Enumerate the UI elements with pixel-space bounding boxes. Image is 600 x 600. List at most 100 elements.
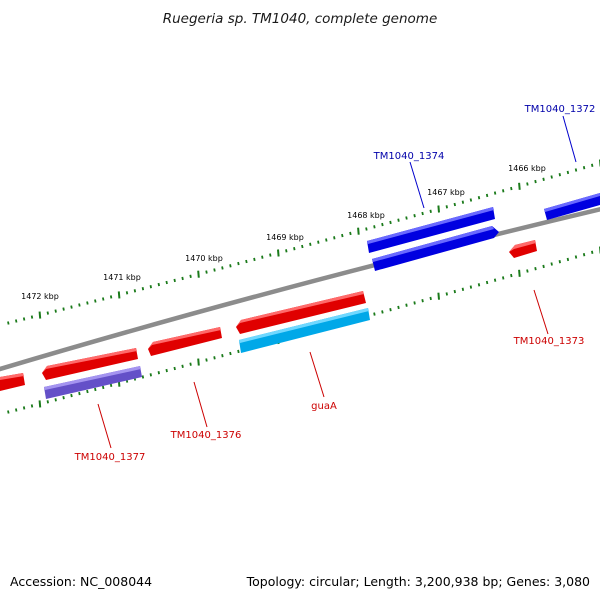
minor-tick xyxy=(558,173,561,177)
minor-tick xyxy=(485,193,489,198)
minor-tick xyxy=(213,268,216,272)
minor-tick xyxy=(269,253,272,257)
minor-tick xyxy=(349,231,352,236)
gene-TM1040_1372[interactable] xyxy=(544,193,600,220)
minor-tick xyxy=(301,244,304,249)
minor-tick xyxy=(78,391,81,396)
tick-label-1469: 1469 kbp xyxy=(266,233,304,242)
gene-TM1040_1374-cds[interactable] xyxy=(372,226,499,271)
minor-tick xyxy=(405,303,408,307)
minor-tick xyxy=(94,299,97,303)
minor-tick xyxy=(229,351,232,356)
major-tick xyxy=(197,358,200,366)
minor-tick xyxy=(453,289,456,294)
minor-tick xyxy=(510,273,513,278)
minor-tick xyxy=(221,354,224,358)
minor-tick xyxy=(173,366,176,371)
minor-tick xyxy=(229,264,232,268)
minor-tick xyxy=(30,404,34,408)
minor-tick xyxy=(245,259,248,264)
minor-tick xyxy=(22,406,26,410)
minor-tick xyxy=(149,373,152,377)
minor-tick xyxy=(141,287,145,291)
label-TM1040_1373[interactable]: TM1040_1373 xyxy=(513,336,585,347)
minor-tick xyxy=(15,408,18,412)
label-guaA[interactable]: guaA xyxy=(311,401,337,412)
minor-tick xyxy=(173,278,176,283)
minor-tick xyxy=(381,222,384,227)
minor-tick xyxy=(445,292,448,296)
minor-tick xyxy=(181,364,184,368)
leader-TM1040_1372 xyxy=(562,115,577,163)
minor-tick xyxy=(102,297,105,301)
minor-tick xyxy=(7,321,10,325)
minor-tick xyxy=(373,225,376,229)
minor-tick xyxy=(550,175,553,179)
minor-tick xyxy=(94,387,97,392)
minor-tick xyxy=(534,179,537,184)
label-TM1040_1377[interactable]: TM1040_1377 xyxy=(74,452,146,463)
minor-tick xyxy=(86,389,89,394)
label-TM1040_1372[interactable]: TM1040_1372 xyxy=(524,104,596,115)
gene-TM1040_1377-cds[interactable] xyxy=(44,366,142,399)
minor-tick xyxy=(30,315,34,319)
minor-tick xyxy=(317,240,320,244)
minor-tick xyxy=(421,299,424,303)
minor-tick xyxy=(558,260,561,264)
minor-tick xyxy=(381,310,384,314)
major-tick xyxy=(38,311,42,319)
major-tick xyxy=(518,182,521,190)
minor-tick xyxy=(469,285,473,289)
gene-TM1040_1374[interactable] xyxy=(367,207,495,253)
minor-tick xyxy=(453,202,456,207)
gene-TM1040_1373[interactable] xyxy=(509,240,537,258)
minor-tick xyxy=(86,301,89,305)
minor-tick xyxy=(333,236,336,240)
tick-label-1467: 1467 kbp xyxy=(427,188,465,197)
gene-guaA-cds[interactable] xyxy=(239,308,370,353)
minor-tick xyxy=(22,317,26,321)
minor-tick xyxy=(78,303,81,307)
minor-tick xyxy=(157,371,160,375)
minor-tick xyxy=(582,166,586,170)
minor-tick xyxy=(566,257,570,262)
minor-tick xyxy=(397,218,400,222)
minor-tick xyxy=(373,312,376,316)
gene-partial-left[interactable] xyxy=(0,373,25,391)
minor-tick xyxy=(54,398,57,402)
minor-tick xyxy=(502,276,505,280)
minor-tick xyxy=(510,186,513,191)
minor-tick xyxy=(574,255,578,259)
gene-guaA[interactable] xyxy=(236,291,366,334)
minor-tick xyxy=(461,287,465,291)
leader-TM1040_1377 xyxy=(97,403,112,449)
label-TM1040_1376[interactable]: TM1040_1376 xyxy=(170,430,242,441)
minor-tick xyxy=(7,410,10,414)
minor-tick xyxy=(542,264,545,269)
minor-tick xyxy=(389,220,392,225)
minor-tick xyxy=(461,200,465,204)
minor-tick xyxy=(574,168,578,172)
minor-tick xyxy=(534,267,537,271)
minor-tick xyxy=(181,276,184,281)
gene-TM1040_1376[interactable] xyxy=(148,327,222,356)
major-tick xyxy=(197,270,200,278)
minor-tick xyxy=(46,400,49,404)
minor-tick xyxy=(165,368,168,373)
minor-tick xyxy=(213,356,216,360)
minor-tick xyxy=(102,385,105,390)
tick-label-1466: 1466 kbp xyxy=(508,164,546,173)
minor-tick xyxy=(502,189,505,193)
leader-TM1040_1376 xyxy=(193,381,208,428)
label-TM1040_1374[interactable]: TM1040_1374 xyxy=(373,151,445,162)
minor-tick xyxy=(253,257,256,262)
minor-tick xyxy=(285,249,288,253)
minor-tick xyxy=(237,261,240,266)
genome-backbone xyxy=(0,207,600,372)
minor-tick xyxy=(526,182,529,186)
minor-tick xyxy=(205,358,208,362)
accession-text: Accession: NC_008044 xyxy=(10,574,152,589)
major-tick xyxy=(357,227,360,235)
tick-label-1470: 1470 kbp xyxy=(185,254,223,263)
gene-TM1040_1377[interactable] xyxy=(42,348,138,380)
